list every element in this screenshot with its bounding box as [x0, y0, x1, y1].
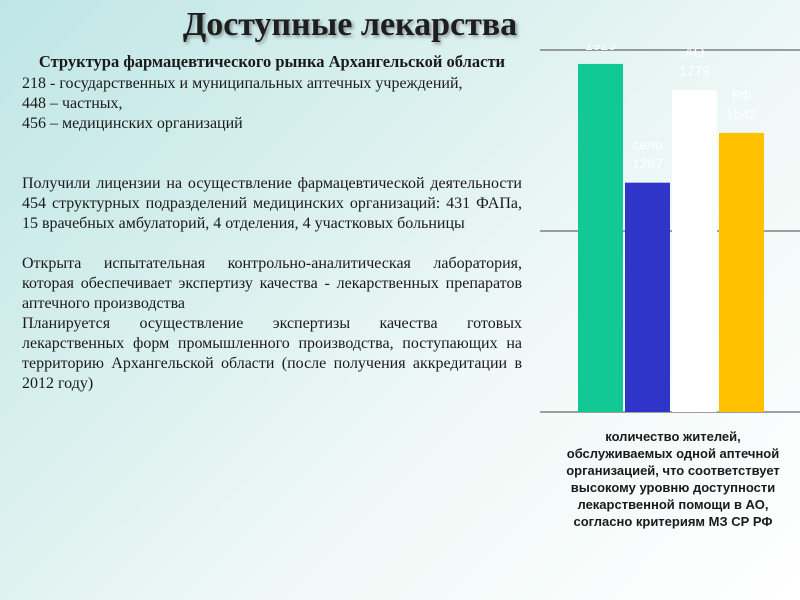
page-title: Доступные лекарства: [182, 6, 518, 43]
stat-line-private: 448 – частных,: [22, 95, 123, 112]
bar-value-label: 1779: [679, 63, 710, 79]
caption-line: обслуживаемых одной аптечной: [566, 446, 780, 461]
bar-1: [625, 182, 670, 412]
bar-chart: город1923село1267АО1779РФ1542: [540, 45, 800, 413]
caption-line: количество жителей,: [605, 429, 741, 444]
stat-line-state: 218 - государственных и муниципальных ап…: [22, 75, 463, 92]
license-paragraph: Получили лицензии на осуществление фарма…: [22, 175, 522, 232]
plan-paragraph: Планируется осуществление экспертизы кач…: [22, 315, 522, 392]
bar-value-label: 1923: [585, 45, 616, 53]
bar-category-label: село: [632, 137, 663, 153]
chart-caption: количество жителей, обслуживаемых одной …: [548, 428, 798, 530]
bar-3: [719, 132, 764, 412]
stat-line-medical: 456 – медицинских организаций: [22, 115, 243, 132]
bar-category-label: РФ: [732, 87, 752, 103]
bar-category-label: АО: [685, 45, 705, 60]
bar-value-label: 1267: [632, 156, 663, 172]
caption-line: организацией, что соответствует: [566, 463, 780, 478]
text-column: Структура фармацевтического рынка Арханг…: [22, 52, 522, 394]
caption-line: лекарственной помощи в АО,: [577, 497, 769, 512]
section-subtitle: Структура фармацевтического рынка Арханг…: [38, 52, 506, 71]
lab-paragraph: Открыта испытательная контрольно-аналити…: [22, 255, 522, 312]
caption-line: согласно критериям МЗ СР РФ: [573, 514, 773, 529]
bar-2: [672, 90, 717, 412]
caption-line: высокому уровню доступности: [570, 480, 776, 495]
bar-value-label: 1542: [726, 106, 757, 122]
bar-0: [578, 63, 623, 412]
